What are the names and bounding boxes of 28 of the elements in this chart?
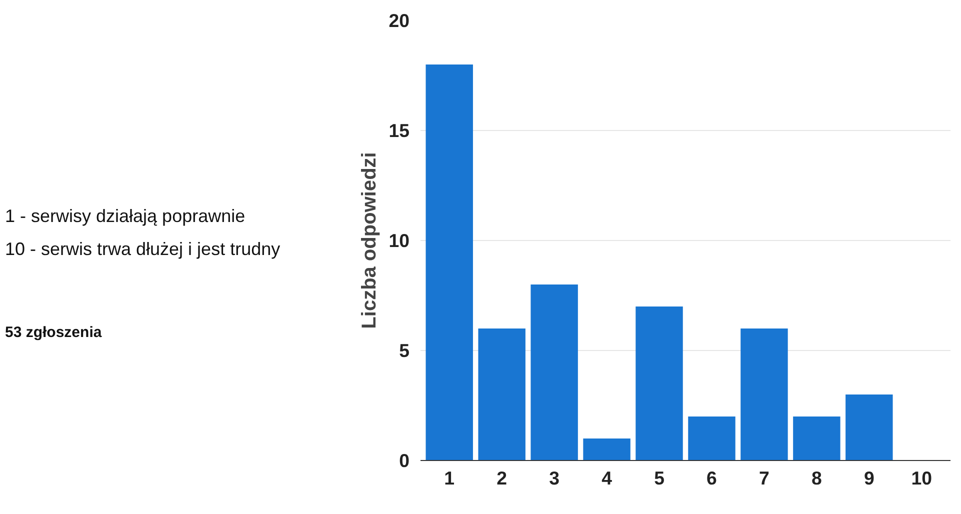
y-tick-label: 10 <box>388 230 410 251</box>
x-tick-label: 5 <box>654 468 664 488</box>
bar <box>426 64 473 460</box>
y-tick-label: 20 <box>388 10 410 31</box>
bar <box>583 438 630 460</box>
bar <box>688 416 736 460</box>
y-axis-title: Liczba odpowiedzi <box>358 152 381 329</box>
x-tick-label: 6 <box>706 468 717 488</box>
x-tick-label: 3 <box>549 468 560 488</box>
y-tick-label: 0 <box>399 450 410 471</box>
x-tick-label: 8 <box>812 468 822 488</box>
bar <box>478 328 526 460</box>
bar <box>636 306 683 460</box>
x-tick-label: 10 <box>911 468 932 488</box>
bar <box>793 416 840 460</box>
x-tick-label: 4 <box>602 468 613 488</box>
bar <box>740 328 788 460</box>
bar <box>530 284 578 460</box>
text: 53 zgłoszenia <box>5 322 103 343</box>
x-tick-label: 2 <box>496 468 508 488</box>
x-tick-label: 1 <box>444 468 455 488</box>
bar <box>846 394 893 460</box>
x-tick-label: 9 <box>864 468 874 488</box>
x-tick-label: 7 <box>759 468 770 488</box>
text: 1 - serwisy działają poprawnie <box>5 205 246 228</box>
y-tick-label: 5 <box>399 340 410 361</box>
y-tick-label: 15 <box>388 120 410 141</box>
text: 10 - serwis trwa dłużej i jest trudny <box>5 238 282 262</box>
